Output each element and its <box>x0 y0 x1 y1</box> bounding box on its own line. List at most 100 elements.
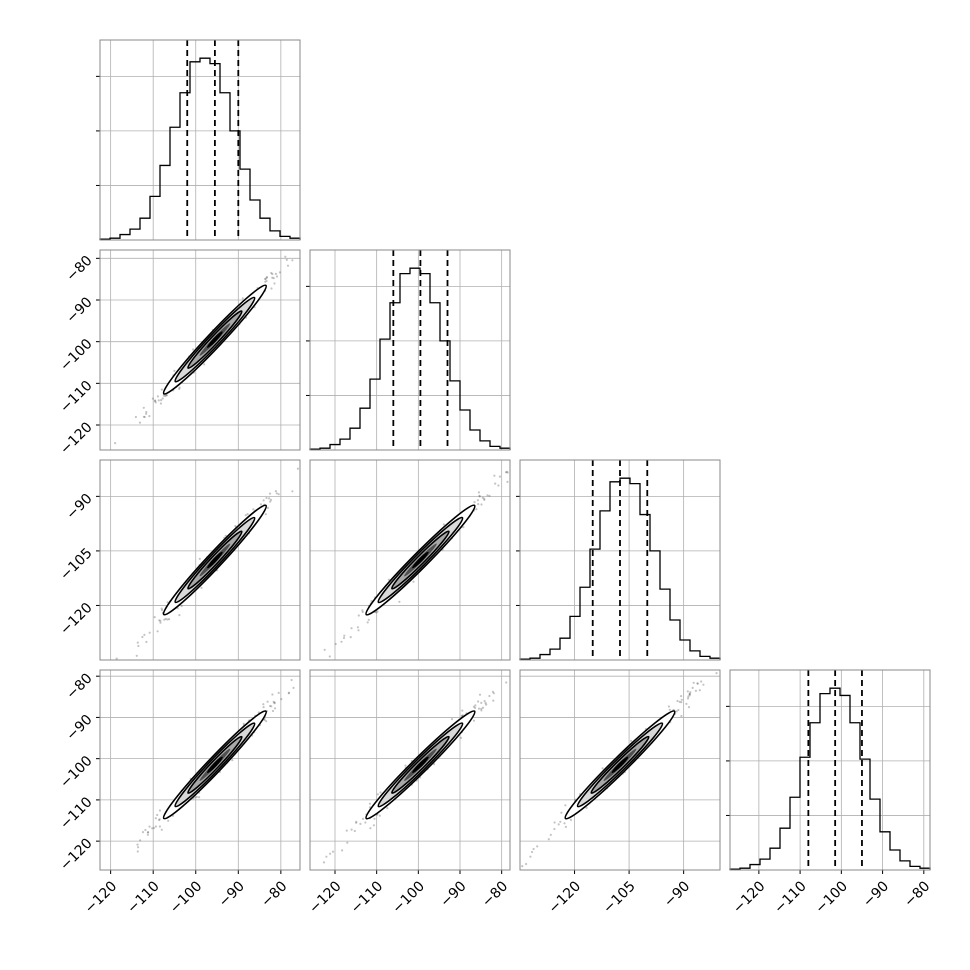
sample-point <box>477 491 480 494</box>
sample-point <box>474 706 477 710</box>
density-level-4 <box>611 756 629 774</box>
sample-point <box>361 610 364 614</box>
sample-point <box>173 369 176 372</box>
sample-point <box>688 692 691 696</box>
sample-point <box>146 833 149 836</box>
sample-point <box>148 631 151 634</box>
sample-point <box>154 401 157 404</box>
sample-point <box>158 825 161 828</box>
sample-point <box>505 470 508 473</box>
sample-point <box>325 855 328 858</box>
y-tick-label: −100 <box>57 753 96 792</box>
sample-point <box>532 847 535 851</box>
sample-point <box>272 700 275 704</box>
sample-point <box>696 682 699 685</box>
sample-point <box>264 280 267 283</box>
sample-point <box>145 640 148 644</box>
sample-point <box>265 496 268 500</box>
sample-point <box>273 282 276 285</box>
sample-point <box>398 600 401 603</box>
sample-point <box>265 276 268 279</box>
sample-point <box>688 694 691 697</box>
sample-point <box>686 697 690 700</box>
sample-point <box>688 693 691 696</box>
sample-point <box>334 642 337 646</box>
sample-point <box>143 633 146 637</box>
sample-point <box>114 442 117 445</box>
sample-point <box>364 821 367 824</box>
sample-point <box>450 718 454 721</box>
sample-point <box>136 850 139 853</box>
sample-point <box>273 707 277 710</box>
panel-frame <box>309 669 511 871</box>
sample-point <box>680 695 683 698</box>
sample-point <box>350 828 353 831</box>
sample-point <box>137 644 140 648</box>
sample-point <box>180 604 183 608</box>
sample-point <box>272 277 275 280</box>
sample-point <box>353 829 356 833</box>
sample-point <box>506 480 509 483</box>
panel-frame <box>519 459 721 661</box>
sample-point <box>694 689 698 693</box>
sample-point <box>667 705 671 708</box>
y-tick-label: −110 <box>57 378 96 417</box>
sample-point <box>494 482 497 485</box>
panel-frame <box>99 459 301 661</box>
sample-point <box>343 634 346 637</box>
sample-point <box>601 767 604 770</box>
x-tick-label: −100 <box>812 878 851 917</box>
sample-point <box>167 819 170 822</box>
scatter-panel-3-2: −120 −105 −90 <box>519 669 721 917</box>
sample-point <box>269 500 272 503</box>
x-tick-label: −90 <box>860 878 892 910</box>
sample-point <box>264 277 267 281</box>
sample-point <box>676 699 679 703</box>
sample-point <box>144 828 147 832</box>
sample-point <box>266 506 270 509</box>
sample-point <box>478 495 481 498</box>
histogram-step-line <box>309 267 511 450</box>
sample-point <box>142 406 145 409</box>
sample-point <box>159 621 162 624</box>
sample-point <box>158 818 161 822</box>
sample-point <box>569 818 573 822</box>
sample-point <box>350 627 353 630</box>
sample-point <box>357 614 360 617</box>
panel-frame <box>99 249 301 451</box>
sample-point <box>366 621 369 624</box>
panel-frame <box>99 669 301 871</box>
sample-point <box>264 277 267 280</box>
sample-point <box>141 831 145 834</box>
panel-frame <box>99 39 301 241</box>
sample-point <box>147 831 150 834</box>
sample-point <box>200 586 203 589</box>
sample-point <box>271 272 274 276</box>
sample-point <box>273 701 276 704</box>
sample-point <box>480 503 483 506</box>
sample-point <box>536 845 539 848</box>
sample-point <box>484 702 487 705</box>
sample-point <box>143 415 146 419</box>
sample-point <box>346 841 349 844</box>
sample-point <box>328 655 331 658</box>
scatter-panel-2-0: −120 −105 −90 <box>57 459 301 661</box>
x-tick-label: −80 <box>258 878 290 910</box>
sample-point <box>153 400 157 403</box>
sample-point <box>372 824 375 827</box>
sample-point <box>553 821 556 824</box>
sample-point <box>689 691 692 694</box>
sample-point <box>164 394 167 398</box>
density-level-4 <box>207 756 223 774</box>
sample-point <box>557 823 560 826</box>
sample-point <box>687 706 691 709</box>
sample-point <box>262 706 265 709</box>
sample-point <box>269 498 273 501</box>
sample-point <box>477 700 480 703</box>
scatter-panel-3-0: −120−110−100−90−80−120 −110 −100 −90 −80 <box>57 669 301 917</box>
sample-point <box>178 386 181 389</box>
sample-point <box>369 827 372 830</box>
sample-point <box>564 825 568 829</box>
sample-point <box>135 654 138 657</box>
sample-point <box>252 508 255 511</box>
